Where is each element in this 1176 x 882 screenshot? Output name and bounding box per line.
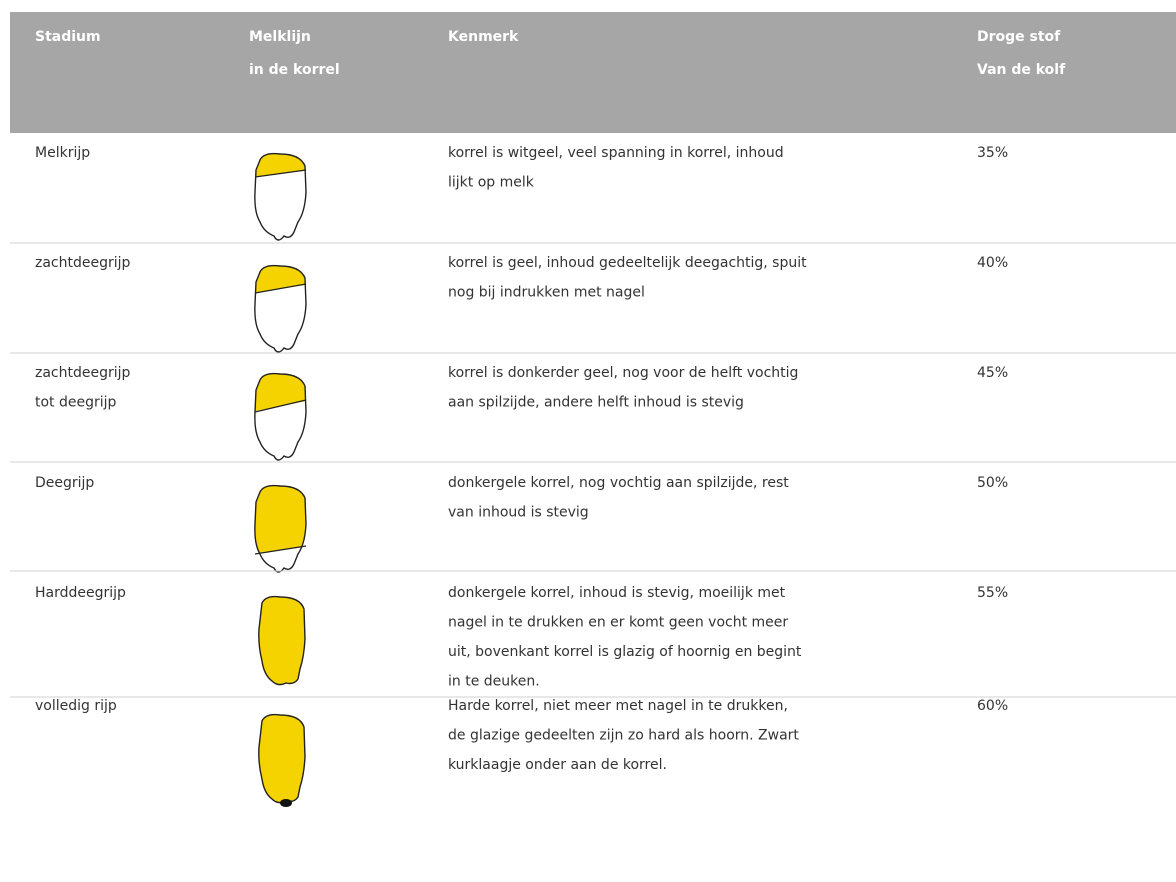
kernel-illustration bbox=[259, 597, 305, 685]
kenmerk-text: korrel is donkerder geel, nog voor de he… bbox=[448, 365, 798, 381]
kenmerk-text: aan spilzijde, andere helft inhoud is st… bbox=[448, 395, 744, 411]
stadium-text: Harddeegrijp bbox=[35, 585, 126, 601]
kenmerk-text: in te deuken. bbox=[448, 674, 540, 690]
header-cell: Van de kolf bbox=[977, 62, 1066, 78]
black-layer bbox=[280, 799, 292, 807]
header-cell: in de korrel bbox=[249, 62, 340, 78]
kenmerk-text: de glazige gedeelten zijn zo hard als ho… bbox=[448, 728, 799, 744]
kenmerk-text: van inhoud is stevig bbox=[448, 505, 589, 521]
header-cell: Melklijn bbox=[249, 29, 311, 45]
kernel-body bbox=[259, 715, 305, 803]
kenmerk-text: donkergele korrel, inhoud is stevig, moe… bbox=[448, 585, 786, 601]
kenmerk-text: uit, bovenkant korrel is glazig of hoorn… bbox=[448, 644, 802, 660]
stadium-text: Melkrijp bbox=[35, 145, 90, 161]
droge-stof-text: 45% bbox=[977, 365, 1008, 381]
kenmerk-text: lijkt op melk bbox=[448, 175, 535, 191]
header-cell: Droge stof bbox=[977, 29, 1061, 45]
droge-stof-text: 40% bbox=[977, 255, 1008, 271]
stadium-text: tot deegrijp bbox=[35, 395, 117, 411]
stadium-text: zachtdeegrijp bbox=[35, 255, 131, 271]
page: {"table": { "header": [["Stadium"], ["Me… bbox=[0, 0, 1176, 878]
kernel-illustration bbox=[255, 486, 306, 572]
stadium-text: Deegrijp bbox=[35, 475, 94, 491]
kenmerk-text: kurklaagje onder aan de korrel. bbox=[448, 757, 667, 773]
stadium-text: zachtdeegrijp bbox=[35, 365, 131, 381]
maturity-table: Stadium Melklijn in de korrel Kenmerk Droge … bbox=[0, 0, 1176, 878]
kernel-illustration bbox=[255, 266, 306, 352]
kernel-illustration bbox=[255, 154, 306, 240]
kenmerk-text: korrel is geel, inhoud gedeeltelijk deeg… bbox=[448, 255, 807, 271]
kenmerk-text: korrel is witgeel, veel spanning in korr… bbox=[448, 145, 784, 161]
kenmerk-text: donkergele korrel, nog vochtig aan spilz… bbox=[448, 475, 789, 491]
kenmerk-text: nog bij indrukken met nagel bbox=[448, 285, 645, 301]
droge-stof-text: 55% bbox=[977, 585, 1008, 601]
droge-stof-text: 35% bbox=[977, 145, 1008, 161]
droge-stof-text: 50% bbox=[977, 475, 1008, 491]
kenmerk-text: Harde korrel, niet meer met nagel in te … bbox=[448, 698, 788, 714]
kernel-illustration bbox=[259, 715, 305, 807]
header-cell: Stadium bbox=[35, 29, 101, 45]
kernel-illustration bbox=[255, 374, 306, 460]
stadium-text: volledig rijp bbox=[35, 698, 117, 714]
header-cell: Kenmerk bbox=[448, 29, 519, 45]
droge-stof-text: 60% bbox=[977, 698, 1008, 714]
kenmerk-text: nagel in te drukken en er komt geen voch… bbox=[448, 615, 788, 631]
kernel-body bbox=[259, 597, 305, 685]
